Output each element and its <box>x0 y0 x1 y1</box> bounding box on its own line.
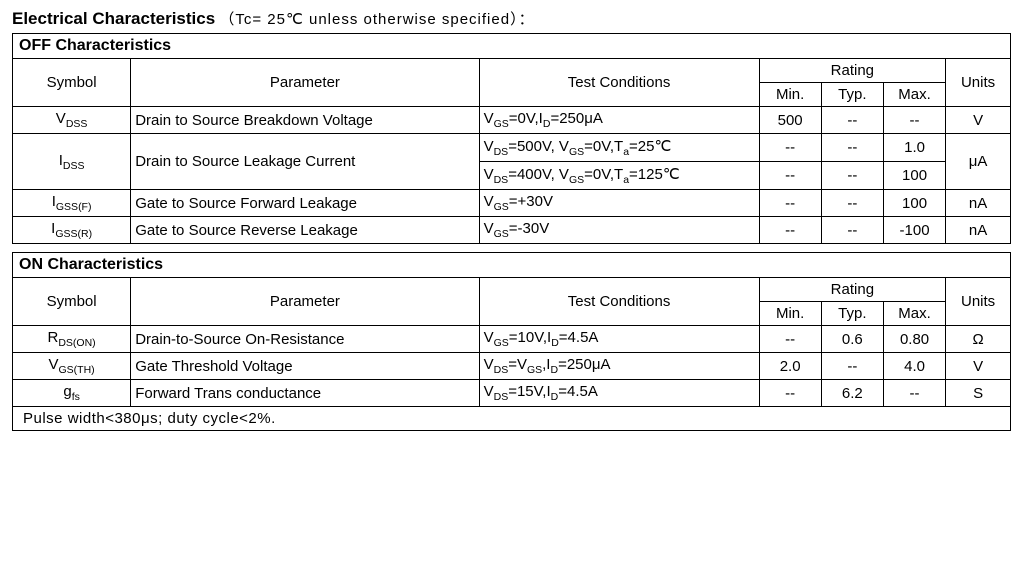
vdss-unit: V <box>946 107 1011 134</box>
vgsth-unit: V <box>946 353 1011 380</box>
on-note: Pulse width<380μs; duty cycle<2%. <box>13 407 1011 431</box>
vdss-symbol: VDSS <box>13 107 131 134</box>
vgsth-min: 2.0 <box>759 353 821 380</box>
idss-test2: VDS=400V, VGS=0V,Ta=125℃ <box>479 162 759 190</box>
igssf-param: Gate to Source Forward Leakage <box>131 190 479 217</box>
col-test: Test Conditions <box>479 278 759 326</box>
rdson-max: 0.80 <box>883 326 945 353</box>
col-rating: Rating <box>759 59 946 83</box>
igssf-unit: nA <box>946 190 1011 217</box>
col-units: Units <box>946 278 1011 326</box>
igssr-typ: -- <box>821 217 883 244</box>
vdss-test: VGS=0V,ID=250μA <box>479 107 759 134</box>
table-row: IGSS(F) Gate to Source Forward Leakage V… <box>13 190 1011 217</box>
col-max: Max. <box>883 302 945 326</box>
gfs-symbol: gfs <box>13 380 131 407</box>
igssr-test: VGS=-30V <box>479 217 759 244</box>
table-row: IGSS(R) Gate to Source Reverse Leakage V… <box>13 217 1011 244</box>
vgsth-typ: -- <box>821 353 883 380</box>
table-row: VDSS Drain to Source Breakdown Voltage V… <box>13 107 1011 134</box>
vdss-typ: -- <box>821 107 883 134</box>
idss-t2-min: -- <box>759 162 821 190</box>
col-symbol: Symbol <box>13 59 131 107</box>
idss-t2-max: 100 <box>883 162 945 190</box>
table-row: RDS(ON) Drain-to-Source On-Resistance VG… <box>13 326 1011 353</box>
col-min: Min. <box>759 302 821 326</box>
idss-t1-typ: -- <box>821 134 883 162</box>
vdss-max: -- <box>883 107 945 134</box>
col-units: Units <box>946 59 1011 107</box>
vgsth-param: Gate Threshold Voltage <box>131 353 479 380</box>
rdson-param: Drain-to-Source On-Resistance <box>131 326 479 353</box>
vdss-min: 500 <box>759 107 821 134</box>
idss-t1-min: -- <box>759 134 821 162</box>
vgsth-max: 4.0 <box>883 353 945 380</box>
col-parameter: Parameter <box>131 278 479 326</box>
rdson-test: VGS=10V,ID=4.5A <box>479 326 759 353</box>
col-rating: Rating <box>759 278 946 302</box>
idss-symbol: IDSS <box>13 134 131 190</box>
idss-param: Drain to Source Leakage Current <box>131 134 479 190</box>
table-row: VGS(TH) Gate Threshold Voltage VDS=VGS,I… <box>13 353 1011 380</box>
col-test: Test Conditions <box>479 59 759 107</box>
table-row: Symbol Parameter Test Conditions Rating … <box>13 278 1011 302</box>
table-row: Pulse width<380μs; duty cycle<2%. <box>13 407 1011 431</box>
vgsth-symbol: VGS(TH) <box>13 353 131 380</box>
col-typ: Typ. <box>821 302 883 326</box>
igssr-max: -100 <box>883 217 945 244</box>
gfs-param: Forward Trans conductance <box>131 380 479 407</box>
table-row: OFF Characteristics <box>13 34 1011 59</box>
idss-t1-max: 1.0 <box>883 134 945 162</box>
rdson-unit: Ω <box>946 326 1011 353</box>
igssr-unit: nA <box>946 217 1011 244</box>
rdson-symbol: RDS(ON) <box>13 326 131 353</box>
igssr-min: -- <box>759 217 821 244</box>
table-row: IDSS Drain to Source Leakage Current VDS… <box>13 134 1011 162</box>
igssf-min: -- <box>759 190 821 217</box>
igssr-param: Gate to Source Reverse Leakage <box>131 217 479 244</box>
gfs-max: -- <box>883 380 945 407</box>
vdss-param: Drain to Source Breakdown Voltage <box>131 107 479 134</box>
title-condition: （Tc= 25℃ unless otherwise specified）： <box>219 11 534 28</box>
off-characteristics-table: OFF Characteristics Symbol Parameter Tes… <box>12 33 1011 244</box>
on-heading: ON Characteristics <box>13 253 1011 278</box>
on-characteristics-table: ON Characteristics Symbol Parameter Test… <box>12 252 1011 431</box>
rdson-typ: 0.6 <box>821 326 883 353</box>
col-typ: Typ. <box>821 83 883 107</box>
table-row: gfs Forward Trans conductance VDS=15V,ID… <box>13 380 1011 407</box>
title-main: Electrical Characteristics <box>12 9 215 28</box>
igssf-typ: -- <box>821 190 883 217</box>
col-min: Min. <box>759 83 821 107</box>
igssr-symbol: IGSS(R) <box>13 217 131 244</box>
vgsth-test: VDS=VGS,ID=250μA <box>479 353 759 380</box>
off-heading: OFF Characteristics <box>13 34 1011 59</box>
col-symbol: Symbol <box>13 278 131 326</box>
idss-unit: μA <box>946 134 1011 190</box>
gfs-unit: S <box>946 380 1011 407</box>
col-max: Max. <box>883 83 945 107</box>
igssf-test: VGS=+30V <box>479 190 759 217</box>
page-title: Electrical Characteristics （Tc= 25℃ unle… <box>12 8 1011 29</box>
col-parameter: Parameter <box>131 59 479 107</box>
idss-test1: VDS=500V, VGS=0V,Ta=25℃ <box>479 134 759 162</box>
gfs-min: -- <box>759 380 821 407</box>
gfs-test: VDS=15V,ID=4.5A <box>479 380 759 407</box>
igssf-symbol: IGSS(F) <box>13 190 131 217</box>
idss-t2-typ: -- <box>821 162 883 190</box>
gfs-typ: 6.2 <box>821 380 883 407</box>
rdson-min: -- <box>759 326 821 353</box>
table-row: ON Characteristics <box>13 253 1011 278</box>
table-row: Symbol Parameter Test Conditions Rating … <box>13 59 1011 83</box>
igssf-max: 100 <box>883 190 945 217</box>
